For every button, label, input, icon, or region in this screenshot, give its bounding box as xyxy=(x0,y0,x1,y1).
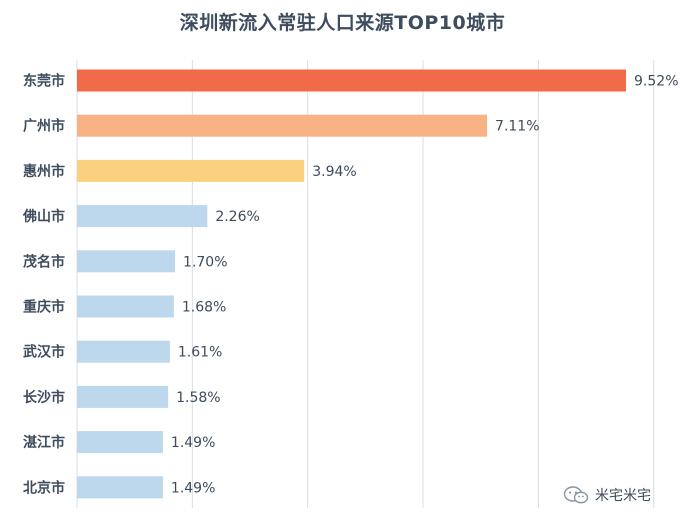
category-label: 东莞市 xyxy=(23,73,65,90)
chart-title: 深圳新流入常驻人口来源TOP10城市 xyxy=(179,12,506,34)
bar xyxy=(77,295,174,318)
category-label: 武汉市 xyxy=(23,344,65,361)
category-label: 重庆市 xyxy=(23,299,65,316)
value-label: 1.61% xyxy=(178,345,222,361)
value-label: 1.58% xyxy=(176,390,220,406)
bar xyxy=(77,385,169,408)
bar xyxy=(77,159,305,182)
bar xyxy=(77,250,176,273)
category-label: 湛江市 xyxy=(23,434,65,451)
value-label: 7.11% xyxy=(495,119,539,135)
value-label: 1.49% xyxy=(171,480,215,496)
watermark-text: 米宅米宅 xyxy=(595,488,651,504)
value-label: 9.52% xyxy=(634,74,678,90)
watermark: 米宅米宅 xyxy=(563,483,651,507)
category-label: 茂名市 xyxy=(23,253,65,270)
bar xyxy=(77,114,488,137)
bar xyxy=(77,340,170,363)
value-label: 1.68% xyxy=(182,300,226,316)
value-label: 1.70% xyxy=(183,254,227,270)
bars xyxy=(77,69,627,499)
bar xyxy=(77,431,163,454)
value-label: 1.49% xyxy=(171,435,215,451)
category-label: 佛山市 xyxy=(22,208,65,225)
value-label: 2.26% xyxy=(215,209,259,225)
labels: 东莞市 9.52% 广州市 7.11% 惠州市 3.94% 佛山市 2.26% 茂名市 1.70%… xyxy=(22,73,679,497)
category-label: 广州市 xyxy=(23,118,65,135)
bar xyxy=(77,69,627,92)
bar xyxy=(77,205,208,228)
category-label: 长沙市 xyxy=(23,389,65,406)
wechat-icon xyxy=(563,486,589,504)
category-label: 北京市 xyxy=(23,479,65,496)
category-label: 惠州市 xyxy=(23,163,65,180)
bar xyxy=(77,476,163,499)
value-label: 3.94% xyxy=(312,164,356,180)
